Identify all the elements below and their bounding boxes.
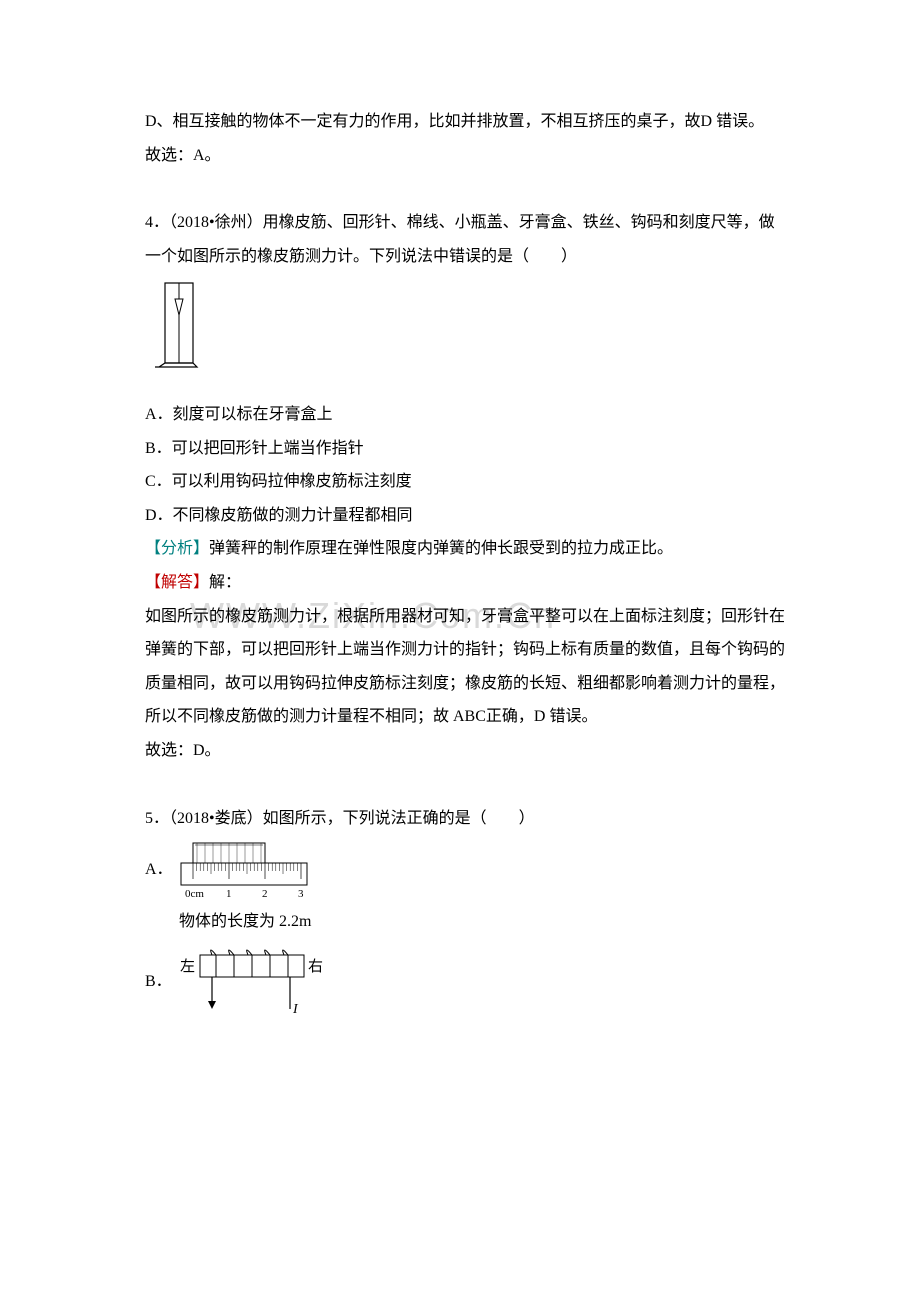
svg-text:I: I (292, 1002, 299, 1017)
q4-answer: 故选：D。 (145, 734, 785, 768)
document-body: D、相互接触的物体不一定有力的作用，比如并排放置，不相互挤压的桌子，故D 错误。… (145, 105, 785, 1021)
q4-solve-head: 【解答】解： (145, 566, 785, 600)
q3-answer: 故选：A。 (145, 139, 785, 173)
q4-figure (145, 279, 785, 392)
svg-text:2: 2 (262, 888, 268, 900)
q4-option-a: A．刻度可以标在牙膏盒上 (145, 398, 785, 432)
q4-analysis: 【分析】弹簧秤的制作原理在弹性限度内弹簧的伸长跟受到的拉力成正比。 (145, 532, 785, 566)
q3-option-d: D、相互接触的物体不一定有力的作用，比如并排放置，不相互挤压的桌子，故D 错误。 (145, 105, 785, 139)
dynamometer-icon (145, 279, 205, 379)
q4-option-c: C．可以利用钩码拉伸橡皮筋标注刻度 (145, 465, 785, 499)
analysis-text: 弹簧秤的制作原理在弹性限度内弹簧的伸长跟受到的拉力成正比。 (209, 540, 673, 557)
q5-option-b-row: B． 左 I 右 (145, 943, 785, 1021)
solve-prefix: 解： (209, 574, 241, 591)
q5-option-a-row: A． 0cm 1 (145, 839, 785, 901)
ruler-icon: 0cm 1 2 3 (177, 839, 317, 901)
q4-option-b: B．可以把回形针上端当作指针 (145, 432, 785, 466)
svg-text:右: 右 (308, 958, 323, 975)
analysis-label: 【分析】 (145, 540, 209, 557)
q4-solve-body: 如图所示的橡皮筋测力计，根据所用器材可知，牙膏盒平整可以在上面标注刻度；回形针在… (145, 600, 785, 734)
svg-text:1: 1 (226, 888, 232, 900)
solenoid-icon: 左 I 右 (176, 943, 336, 1021)
q5-option-a-label: A． (145, 853, 173, 887)
q4-option-d: D．不同橡皮筋做的测力计量程都相同 (145, 499, 785, 533)
q5-option-b-label: B． (145, 965, 172, 999)
svg-text:3: 3 (298, 888, 304, 900)
svg-text:0cm: 0cm (185, 888, 204, 900)
q5-stem: 5．（2018•娄底）如图所示，下列说法正确的是（ ） (145, 802, 785, 836)
q4-stem: 4．（2018•徐州）用橡皮筋、回形针、棉线、小瓶盖、牙膏盒、铁丝、钩码和刻度尺… (145, 206, 785, 273)
q5-option-a-text: 物体的长度为 2.2m (179, 905, 785, 939)
solve-label: 【解答】 (145, 574, 209, 591)
svg-text:左: 左 (180, 958, 195, 975)
